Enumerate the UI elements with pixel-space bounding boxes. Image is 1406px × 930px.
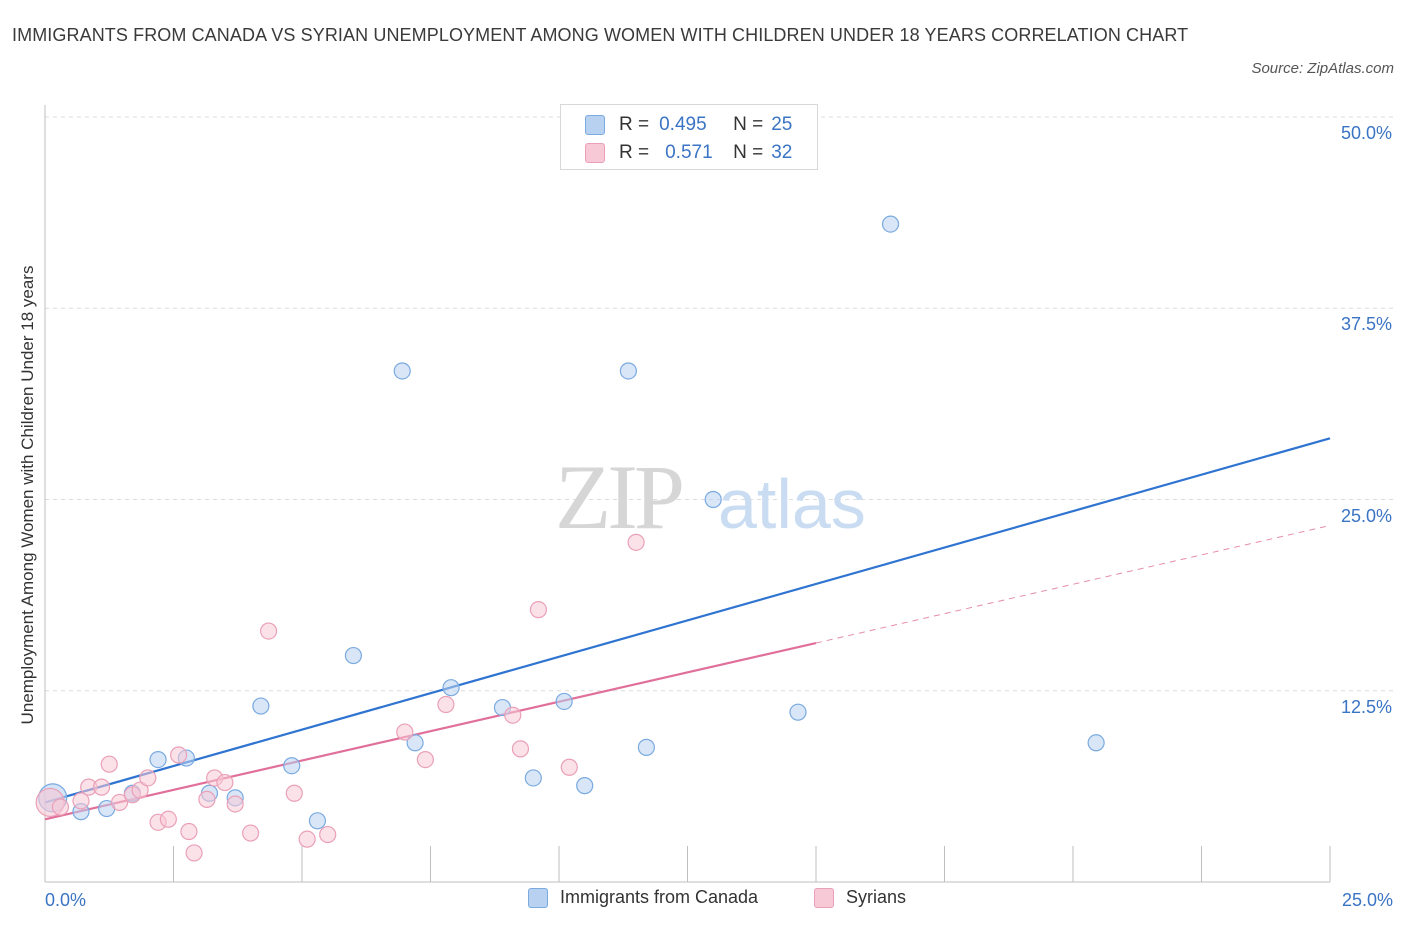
data-point-canada	[308, 812, 327, 830]
data-point-canada	[619, 362, 637, 380]
data-point-syrians	[298, 830, 316, 848]
data-point-syrians	[170, 746, 188, 764]
data-point-canada	[1087, 734, 1105, 752]
trend-line-solid	[44, 641, 817, 821]
data-point-syrians	[139, 769, 157, 787]
x-tick-label-min: 0.0%	[45, 890, 87, 910]
y-tick-label: 25.0%	[1340, 506, 1392, 526]
data-point-syrians	[259, 622, 278, 640]
data-point-canada	[524, 769, 542, 787]
stats-row-syrians: R = 0.571 N = 32	[585, 140, 792, 166]
data-point-syrians	[51, 798, 70, 816]
stats-legend: R = 0.495 N = 25 R = 0.571 N = 32	[560, 104, 818, 170]
y-tick-label: 12.5%	[1340, 697, 1392, 717]
trend-line	[44, 437, 1331, 804]
grid-lines	[45, 116, 1395, 692]
chart-title: IMMIGRANTS FROM CANADA VS SYRIAN UNEMPLO…	[12, 25, 1189, 45]
data-point-syrians	[437, 695, 455, 714]
series-legend: Immigrants from Canada Syrians	[0, 887, 1406, 917]
r-value-syrians: 0.571	[665, 142, 713, 163]
data-point-syrians	[319, 825, 337, 844]
data-point-canada	[576, 777, 594, 795]
legend-swatch-canada	[528, 887, 548, 908]
axes	[44, 105, 1331, 883]
data-point-canada	[881, 215, 900, 233]
data-point-canada	[149, 750, 167, 769]
data-point-syrians	[110, 793, 129, 812]
data-point-canada	[555, 692, 573, 711]
data-point-canada	[283, 757, 301, 775]
data-point-syrians	[198, 790, 216, 808]
trend-line-dashed	[815, 525, 1331, 644]
data-point-syrians	[185, 844, 203, 862]
data-point-syrians	[72, 792, 90, 810]
data-point-canada	[704, 490, 722, 509]
stats-row-canada: R = 0.495 N = 25	[585, 112, 792, 138]
data-point-canada	[637, 738, 655, 756]
n-value-syrians: 32	[771, 142, 793, 163]
data-point-syrians	[416, 750, 434, 769]
y-tick-label: 37.5%	[1340, 314, 1392, 334]
data-point-syrians	[504, 706, 522, 724]
data-point-syrians	[242, 824, 260, 842]
n-value-canada: 25	[771, 114, 793, 135]
data-point-syrians	[180, 822, 198, 841]
data-point-syrians	[529, 601, 548, 619]
data-point-syrians	[92, 778, 111, 796]
y-tick-label: 50.0%	[1340, 123, 1392, 143]
data-point-syrians	[216, 773, 234, 792]
data-point-syrians	[560, 758, 578, 776]
data-point-syrians	[396, 723, 414, 741]
legend-item-syrians[interactable]: Syrians	[814, 887, 906, 908]
chart-source: Source: ZipAtlas.com	[1251, 60, 1394, 77]
data-point-syrians	[285, 784, 303, 802]
legend-swatch-syrians	[814, 887, 834, 908]
data-point-syrians	[226, 795, 244, 813]
r-label: R =	[619, 114, 650, 135]
watermark-atlas: atlas	[718, 465, 866, 543]
data-point-syrians	[627, 533, 645, 551]
data-point-canada	[252, 697, 270, 715]
legend-label-syrians: Syrians	[846, 887, 907, 907]
n-label: N =	[733, 114, 764, 135]
data-point-syrians	[131, 781, 149, 799]
n-label: N =	[733, 142, 764, 163]
data-points	[35, 215, 1105, 862]
legend-swatch-canada	[585, 115, 605, 135]
legend-swatch-syrians	[585, 143, 605, 163]
data-point-canada	[406, 734, 424, 752]
data-point-canada	[442, 679, 460, 697]
data-point-canada	[344, 646, 362, 665]
data-point-syrians	[511, 740, 530, 758]
watermark: ZIP atlas	[555, 446, 866, 548]
data-point-syrians	[159, 810, 177, 828]
legend-label-canada: Immigrants from Canada	[560, 887, 759, 907]
watermark-zip: ZIP	[555, 446, 682, 548]
r-label: R =	[619, 142, 650, 163]
data-point-canada	[393, 362, 411, 380]
legend-item-canada[interactable]: Immigrants from Canada	[528, 887, 758, 908]
trend-lines	[44, 437, 1331, 821]
data-point-canada	[789, 703, 807, 721]
x-tick-label-max: 25.0%	[1341, 890, 1393, 910]
r-value-canada: 0.495	[659, 114, 707, 135]
data-point-syrians	[100, 755, 118, 773]
